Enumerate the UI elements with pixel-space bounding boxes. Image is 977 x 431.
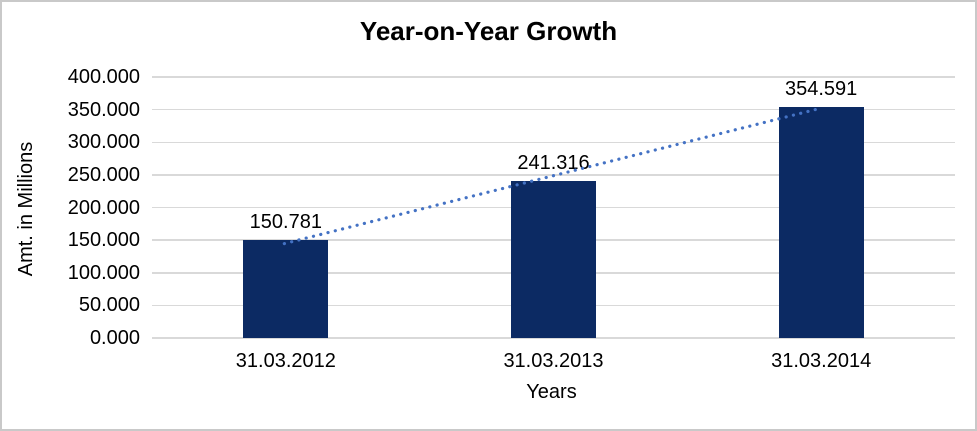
- bar-value-label: 241.316: [517, 151, 590, 174]
- y-axis-tick-label: 300.000: [67, 131, 140, 154]
- bar: [778, 106, 864, 338]
- bar-value-label: 150.781: [249, 210, 322, 233]
- chart-title: Year-on-Year Growth: [359, 16, 618, 46]
- y-axis-tick-label: 200.000: [67, 196, 140, 219]
- x-axis-title: Years: [526, 381, 577, 403]
- y-axis-tick-label: 250.000: [67, 163, 140, 186]
- bar: [243, 239, 329, 338]
- y-axis-tick-label: 350.000: [67, 98, 140, 121]
- y-axis-tick-label: 50.000: [78, 294, 140, 317]
- bar: [511, 180, 596, 338]
- y-axis-tick-label: 150.000: [67, 229, 140, 252]
- x-axis-tick-label: 31.03.2012: [235, 350, 336, 372]
- y-axis-tick-label: 0.000: [89, 327, 140, 349]
- bar-value-label: 354.591: [785, 77, 858, 100]
- gridline: [152, 76, 955, 78]
- y-axis-tick-label: 100.000: [67, 261, 140, 284]
- x-axis-tick-label: 31.03.2013: [503, 350, 604, 372]
- gridline: [152, 337, 955, 339]
- y-axis-tick-label: 400.000: [67, 66, 140, 88]
- x-axis-tick-label: 31.03.2014: [771, 350, 872, 372]
